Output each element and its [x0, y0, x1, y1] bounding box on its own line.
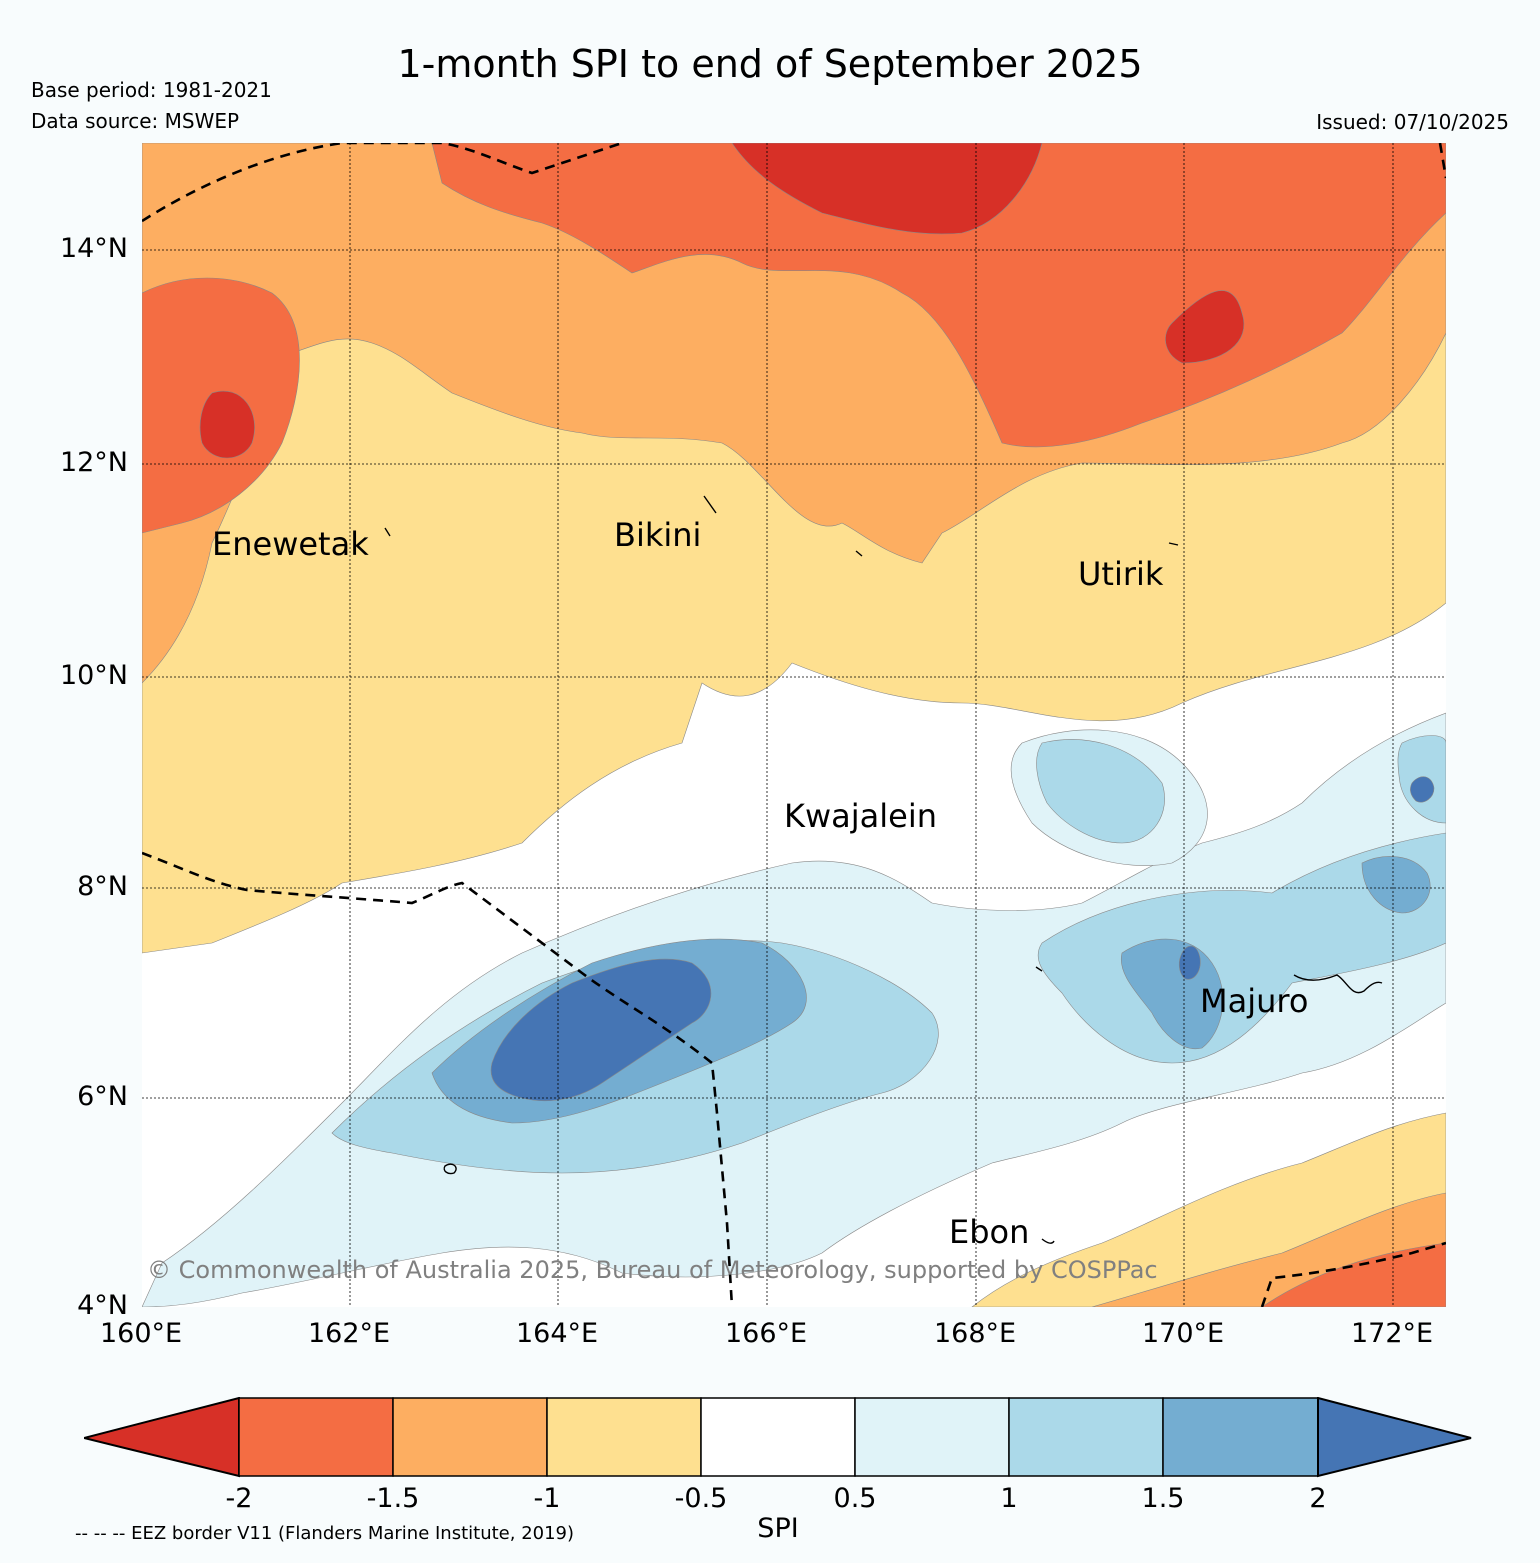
lon-tick: 172°E: [1351, 1318, 1434, 1349]
map-title: 1-month SPI to end of September 2025: [397, 42, 1143, 86]
spi-band-dry-extreme: [1165, 290, 1245, 364]
atoll-outlines: [384, 495, 1383, 1244]
issued-date: Issued: 07/10/2025: [1316, 110, 1509, 134]
colorbar-tick: -1.5: [366, 1483, 420, 1514]
lat-tick: 10°N: [59, 660, 128, 691]
eez-footnote: -- -- -- EEZ border V11 (Flanders Marine…: [75, 1523, 575, 1544]
colorbar-tick: -2: [225, 1483, 253, 1514]
lat-tick: 8°N: [77, 871, 128, 902]
colorbar-segment: [238, 1397, 394, 1477]
spi-band-dry-severe: [431, 143, 1446, 448]
lon-tick: 160°E: [100, 1318, 183, 1349]
place-label-ebon: Ebon: [949, 1213, 1029, 1251]
colorbar-segment: [546, 1397, 702, 1477]
graticule: [142, 143, 1446, 1307]
colorbar-tick: 0.5: [833, 1483, 877, 1514]
eez-border: [142, 143, 1446, 1307]
colorbar-tick: 2: [1309, 1483, 1327, 1514]
lat-tick: 6°N: [77, 1081, 128, 1112]
spi-band-wet-extreme: [490, 958, 712, 1102]
colorbar-segment: [392, 1397, 548, 1477]
colorbar-segment: [1008, 1397, 1164, 1477]
place-labels: Enewetak Bikini Utirik Kwajalein Majuro …: [212, 516, 1308, 1251]
base-period: Base period: 1981-2021: [31, 78, 272, 102]
colorbar: [84, 1397, 1472, 1478]
colorbar-tick: -1: [533, 1483, 561, 1514]
spi-band-wet-moderate: [1036, 739, 1165, 844]
lat-tick: 4°N: [77, 1290, 128, 1321]
spi-band-wet-extreme: [1178, 945, 1201, 980]
colorbar-segment: [700, 1397, 856, 1477]
colorbar-tick: -0.5: [674, 1483, 728, 1514]
spi-band-dry-extreme: [199, 390, 255, 459]
place-label-enewetak: Enewetak: [212, 525, 369, 563]
lon-tick: 164°E: [516, 1318, 599, 1349]
spi-band-wet-severe: [1361, 856, 1431, 914]
place-label-majuro: Majuro: [1200, 982, 1308, 1020]
copyright-notice: © Commonwealth of Australia 2025, Bureau…: [147, 1256, 1158, 1284]
lat-tick: 12°N: [59, 447, 128, 478]
place-label-bikini: Bikini: [614, 516, 701, 554]
place-label-kwajalein: Kwajalein: [784, 797, 937, 835]
colorbar-extend-low: [84, 1397, 240, 1478]
lon-tick: 162°E: [308, 1318, 391, 1349]
colorbar-segment: [1162, 1397, 1319, 1477]
lon-tick: 170°E: [1142, 1318, 1225, 1349]
colorbar-tick: 1: [1000, 1483, 1018, 1514]
colorbar-title: SPI: [757, 1513, 799, 1544]
spi-field: [142, 143, 1446, 1307]
place-label-utirik: Utirik: [1078, 555, 1164, 593]
colorbar-tick: 1.5: [1141, 1483, 1185, 1514]
lon-tick: 166°E: [725, 1318, 808, 1349]
spi-band-wet-moderate: [1037, 832, 1446, 1064]
spi-map: Enewetak Bikini Utirik Kwajalein Majuro …: [142, 143, 1446, 1307]
spi-band-wet-extreme: [1410, 776, 1435, 803]
colorbar-segment: [854, 1397, 1010, 1477]
spi-band-dry-extreme: [731, 143, 1043, 235]
lon-tick: 168°E: [934, 1318, 1017, 1349]
colorbar-extend-high: [1317, 1397, 1472, 1478]
data-source: Data source: MSWEP: [31, 109, 240, 133]
lat-tick: 14°N: [59, 233, 128, 264]
